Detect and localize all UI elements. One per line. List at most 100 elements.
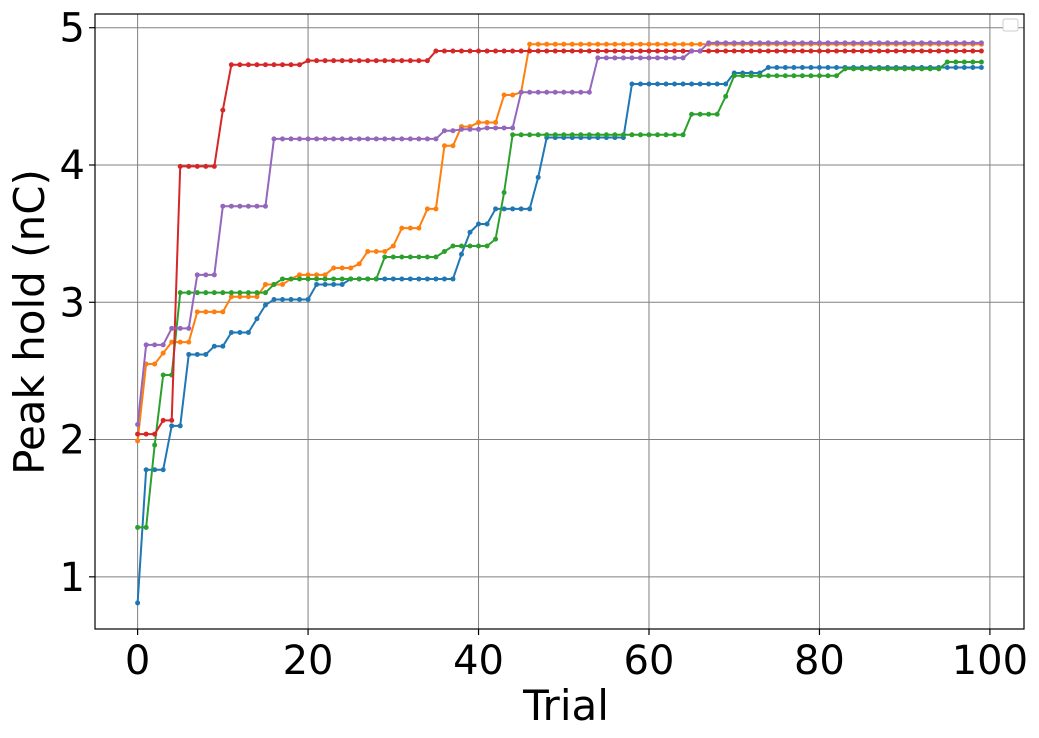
- data-point: [211, 309, 217, 315]
- data-point: [407, 136, 413, 142]
- data-point: [646, 41, 652, 47]
- data-point: [297, 136, 303, 142]
- data-point: [152, 342, 158, 348]
- data-point: [186, 290, 192, 296]
- series-4: [135, 48, 984, 437]
- data-point: [356, 276, 362, 282]
- data-point: [655, 41, 661, 47]
- data-point: [714, 48, 720, 54]
- data-point: [305, 136, 311, 142]
- data-point: [544, 89, 550, 95]
- series-line: [137, 50, 982, 436]
- data-point: [782, 73, 788, 79]
- data-point: [859, 48, 865, 54]
- data-point: [424, 276, 430, 282]
- data-point: [834, 73, 839, 79]
- data-point: [510, 206, 516, 212]
- data-point: [169, 339, 175, 345]
- series-1: [135, 65, 984, 606]
- data-point: [237, 294, 243, 300]
- x-tick-label: 80: [794, 638, 845, 684]
- data-point: [893, 48, 899, 54]
- data-point: [476, 126, 482, 132]
- data-point: [834, 48, 839, 54]
- data-point: [637, 81, 643, 87]
- data-point: [356, 58, 362, 64]
- data-point: [697, 111, 703, 117]
- grid: [95, 14, 1024, 629]
- data-point: [194, 309, 200, 315]
- data-point: [433, 276, 439, 282]
- data-point: [697, 41, 703, 47]
- data-point: [441, 143, 447, 149]
- series-group: [135, 40, 984, 606]
- data-point: [169, 417, 175, 423]
- data-point: [407, 276, 413, 282]
- data-point: [902, 40, 908, 46]
- data-point: [424, 206, 430, 212]
- data-point: [637, 41, 643, 47]
- data-point: [953, 40, 959, 46]
- data-point: [314, 272, 320, 278]
- data-point: [228, 203, 234, 209]
- data-point: [569, 89, 575, 95]
- data-point: [842, 66, 848, 72]
- data-point: [714, 40, 720, 46]
- data-point: [927, 66, 933, 72]
- data-point: [978, 65, 984, 71]
- data-point: [586, 132, 592, 138]
- data-point: [297, 297, 303, 303]
- data-point: [501, 206, 507, 212]
- data-point: [868, 40, 874, 46]
- data-point: [493, 125, 499, 131]
- data-point: [416, 276, 422, 282]
- x-tick-label: 60: [624, 638, 675, 684]
- data-point: [765, 73, 771, 79]
- data-point: [791, 48, 797, 54]
- data-point: [314, 276, 320, 282]
- x-tick-label: 40: [453, 638, 504, 684]
- data-point: [663, 81, 669, 87]
- data-point: [535, 174, 541, 180]
- data-point: [791, 40, 797, 46]
- data-point: [416, 254, 422, 260]
- data-point: [723, 40, 729, 46]
- data-point: [160, 342, 166, 348]
- data-point: [211, 343, 217, 349]
- data-point: [876, 66, 882, 72]
- data-point: [868, 66, 874, 72]
- data-point: [927, 40, 933, 46]
- data-point: [757, 73, 763, 79]
- data-point: [953, 48, 959, 54]
- data-point: [297, 276, 303, 282]
- data-point: [953, 59, 959, 65]
- data-point: [228, 329, 234, 335]
- data-point: [331, 265, 337, 271]
- data-point: [842, 40, 848, 46]
- data-point: [527, 48, 533, 54]
- data-point: [194, 272, 200, 278]
- data-point: [910, 48, 916, 54]
- data-point: [978, 59, 984, 65]
- data-point: [757, 40, 763, 46]
- data-point: [254, 290, 260, 296]
- data-point: [152, 467, 158, 473]
- data-point: [893, 66, 899, 72]
- data-point: [407, 254, 413, 260]
- data-point: [697, 48, 703, 54]
- data-point: [331, 136, 337, 142]
- data-point: [305, 58, 311, 64]
- data-point: [501, 125, 507, 131]
- data-point: [348, 58, 354, 64]
- data-point: [245, 62, 251, 68]
- data-point: [365, 136, 371, 142]
- data-point: [399, 254, 405, 260]
- y-tick-label: 4: [60, 143, 85, 189]
- data-point: [595, 48, 601, 54]
- data-point: [970, 40, 976, 46]
- data-point: [186, 325, 192, 331]
- data-point: [280, 276, 285, 282]
- data-point: [944, 48, 950, 54]
- data-point: [390, 276, 396, 282]
